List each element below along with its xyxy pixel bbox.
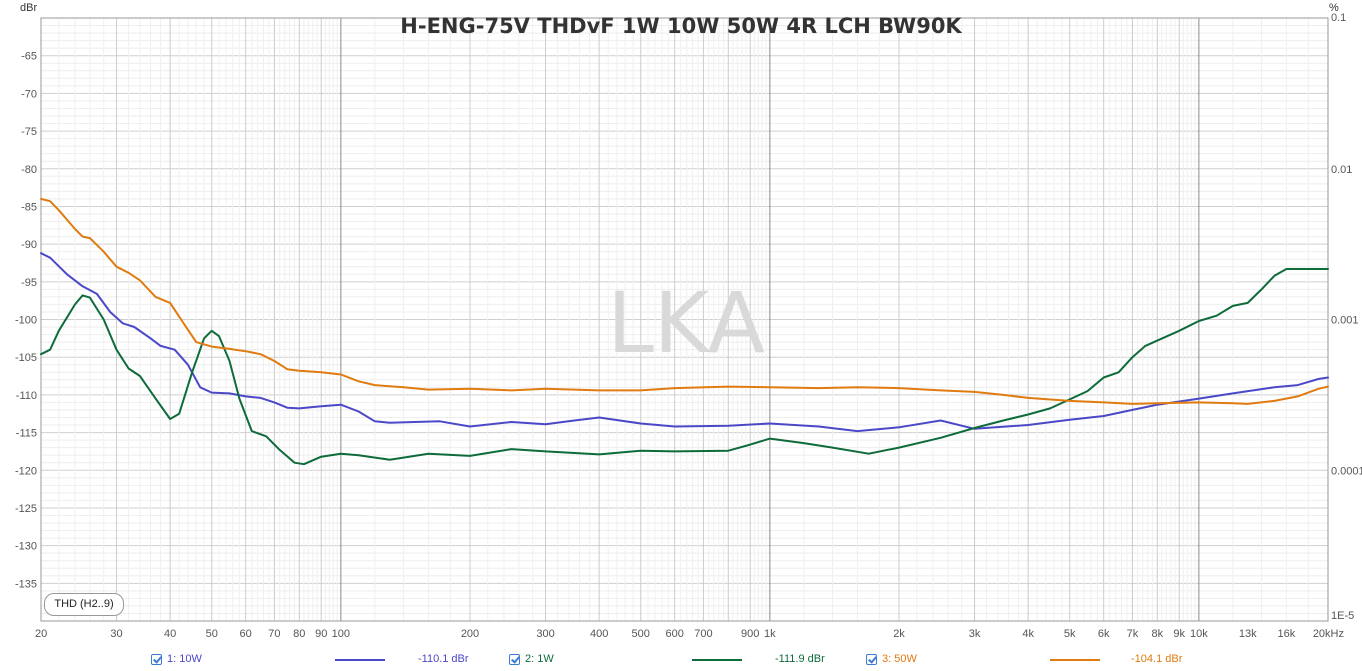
y-tick-label: -85 xyxy=(21,201,37,213)
legend-value-1w: -111.9 dBr xyxy=(775,653,825,665)
x-tick-label: 500 xyxy=(632,628,650,640)
x-tick-label: 4k xyxy=(1022,628,1034,640)
x-tick-label: 300 xyxy=(536,628,554,640)
legend-item-10w[interactable]: 1: 10W xyxy=(151,651,202,667)
legend-label: 1: 10W xyxy=(167,653,202,665)
y-tick-label: -75 xyxy=(21,126,37,138)
x-tick-label: 100 xyxy=(332,628,350,640)
y-tick-label: -135 xyxy=(15,578,37,590)
y-tick-label: -130 xyxy=(15,541,37,553)
legend-value-50w: -104.1 dBr xyxy=(1131,653,1183,665)
legend-swatch-1w xyxy=(692,659,742,661)
x-tick-label: 600 xyxy=(666,628,684,640)
watermark: LKA xyxy=(607,274,765,372)
y-tick-label: -125 xyxy=(15,503,37,515)
x-tick-label: 30 xyxy=(110,628,122,640)
x-tick-label: 3k xyxy=(969,628,981,640)
left-axis-unit: dBr xyxy=(20,2,38,14)
y-tick-label: -120 xyxy=(15,465,37,477)
legend-label: 2: 1W xyxy=(525,653,554,665)
y-tick-label: -105 xyxy=(15,352,37,364)
y-tick-label: -80 xyxy=(21,164,37,176)
x-tick-label: 1k xyxy=(764,628,776,640)
x-tick-label: 400 xyxy=(590,628,608,640)
x-tick-label: 5k xyxy=(1064,628,1076,640)
x-tick-label: 700 xyxy=(694,628,712,640)
x-tick-label: 200 xyxy=(461,628,479,640)
x-tick-label: 6k xyxy=(1098,628,1110,640)
y-tick-label: -115 xyxy=(16,428,37,440)
grid xyxy=(40,17,1329,622)
y-tick-label: -70 xyxy=(21,88,37,100)
x-tick-label: 80 xyxy=(293,628,305,640)
legend-swatch-50w xyxy=(1050,659,1100,661)
x-tick-label: 90 xyxy=(315,628,327,640)
y-tick-label: -100 xyxy=(15,315,37,327)
x-tick-label: 10k xyxy=(1190,628,1208,640)
y2-tick-label: 1E-5 xyxy=(1331,610,1354,622)
checkbox-checked-icon[interactable] xyxy=(509,653,520,665)
y-tick-labels: -65 -70 -75 -80 -85 -90 -95 -100 -105 -110 -115 -12… xyxy=(15,51,37,591)
checkbox-checked-icon[interactable] xyxy=(151,653,162,665)
x-tick-label: 50 xyxy=(206,628,218,640)
y2-tick-label: 0.01 xyxy=(1331,164,1352,176)
y2-tick-label: 0.0001 xyxy=(1331,465,1362,477)
series-line-10w xyxy=(40,252,1329,433)
legend-swatch-10w xyxy=(335,659,385,661)
x-tick-label: 60 xyxy=(240,628,252,640)
series-line-1w xyxy=(40,268,1329,466)
checkbox-checked-icon[interactable] xyxy=(866,653,877,665)
legend-item-50w[interactable]: 3: 50W xyxy=(866,651,917,667)
x-tick-label: 20kHz xyxy=(1313,628,1344,640)
series-line-50w xyxy=(40,197,1329,405)
legend-item-1w[interactable]: 2: 1W xyxy=(509,651,554,667)
x-tick-label: 20 xyxy=(35,628,47,640)
x-tick-label: 40 xyxy=(164,628,176,640)
x-tick-label: 900 xyxy=(741,628,759,640)
x-tick-label: 9k xyxy=(1173,628,1185,640)
right-axis-unit: % xyxy=(1329,2,1339,14)
plot-frame xyxy=(40,17,1329,622)
x-tick-label: 13k xyxy=(1239,628,1257,640)
x-tick-label: 8k xyxy=(1151,628,1163,640)
x-tick-label: 16k xyxy=(1278,628,1296,640)
x-tick-label: 7k xyxy=(1127,628,1139,640)
y2-tick-labels: 0.1 0.01 0.001 0.0001 1E-5 xyxy=(1331,12,1362,622)
y2-tick-label: 0.001 xyxy=(1331,315,1359,327)
y-tick-label: -95 xyxy=(21,277,37,289)
chart-title: H-ENG-75V THDvF 1W 10W 50W 4R LCH BW90K xyxy=(400,14,962,38)
y-tick-label: -65 xyxy=(21,51,37,63)
legend-value-10w: -110.1 dBr xyxy=(418,653,469,665)
y-tick-label: -90 xyxy=(21,239,37,251)
series-lines xyxy=(40,197,1329,466)
y2-tick-label: 0.1 xyxy=(1331,12,1346,24)
x-tick-label: 2k xyxy=(893,628,905,640)
measure-badge[interactable]: THD (H2..9) xyxy=(44,593,124,616)
y-tick-label: -110 xyxy=(16,390,37,402)
x-tick-labels: 20 30 40 50 60 70 80 90 100 200 300 400 500 600 700 900… xyxy=(35,628,1344,640)
x-tick-label: 70 xyxy=(268,628,280,640)
legend-label: 3: 50W xyxy=(882,653,917,665)
